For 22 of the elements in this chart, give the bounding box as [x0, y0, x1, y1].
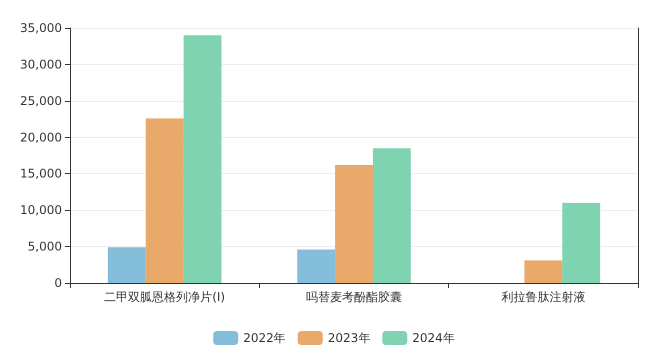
bar: [562, 202, 600, 283]
y-tick-label: 15,000: [20, 166, 62, 181]
x-tick-label: 二甲双胍恩格列净片(Ⅰ): [104, 290, 226, 304]
y-tick-label: 30,000: [20, 57, 62, 72]
legend-label: 2024年: [412, 331, 455, 345]
bar: [184, 35, 222, 283]
y-tick-label: 0: [54, 276, 62, 290]
legend-label: 2023年: [328, 331, 370, 345]
y-tick-label: 5,000: [28, 240, 62, 254]
y-tick-label: 25,000: [20, 94, 62, 108]
y-tick-label: 35,000: [20, 21, 62, 35]
bar: [146, 118, 184, 283]
bar: [297, 249, 336, 283]
x-tick-label: 利拉鲁肽注射液: [501, 290, 586, 304]
x-tick-label: 吗替麦考酚酯胶囊: [306, 290, 402, 304]
y-tick-label: 10,000: [20, 203, 62, 218]
y-tick-label: 20,000: [20, 130, 62, 144]
bar: [108, 247, 146, 283]
bar: [372, 148, 411, 283]
bar: [335, 164, 373, 283]
legend-label: 2022年: [243, 331, 286, 345]
bar: [524, 260, 562, 283]
